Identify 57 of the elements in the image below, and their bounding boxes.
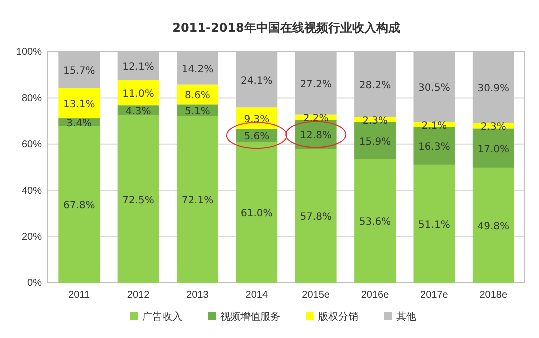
legend-label: 版权分销 <box>318 311 358 323</box>
data-label: 17.0% <box>478 144 510 156</box>
data-label: 49.8% <box>478 221 510 232</box>
x-tick-label: 2016e <box>361 290 390 302</box>
bar <box>58 126 100 283</box>
data-label: 3.4% <box>66 118 92 130</box>
data-label: 72.1% <box>182 196 214 207</box>
data-label: 12.1% <box>122 62 154 74</box>
x-tick-label: 2013 <box>186 290 210 302</box>
bar <box>295 149 337 283</box>
data-label: 53.6% <box>359 217 392 228</box>
bar <box>58 88 100 119</box>
data-label: 16.3% <box>418 142 450 154</box>
y-tick-label: 20% <box>22 232 42 243</box>
bar <box>236 142 278 283</box>
data-label: 67.8% <box>63 200 96 212</box>
legend-label: 其他 <box>396 311 416 323</box>
legend-label: 广告收入 <box>142 311 182 323</box>
data-label: 8.6% <box>185 90 210 102</box>
x-tick-label: 2014 <box>246 290 268 302</box>
data-label: 15.9% <box>359 136 392 148</box>
data-label: 5.6% <box>244 132 270 143</box>
bar <box>177 116 218 283</box>
data-label: 51.1% <box>418 220 450 231</box>
bar <box>414 164 456 283</box>
y-tick-label: 100% <box>16 47 42 58</box>
legend-label: 视频增值服务 <box>220 311 280 323</box>
x-tick-label: 2017e <box>420 290 449 302</box>
x-tick-label: 2015e <box>302 290 330 302</box>
data-label: 5.1% <box>185 106 210 118</box>
x-tick-label: 2012 <box>127 290 150 302</box>
y-tick-label: 40% <box>22 186 42 197</box>
data-label: 72.5% <box>122 195 154 206</box>
data-label: 28.2% <box>359 80 392 92</box>
data-label: 30.9% <box>478 84 510 95</box>
data-label: 12.8% <box>300 130 332 142</box>
data-label: 4.3% <box>126 106 152 118</box>
x-tick-label: 2011 <box>68 290 91 302</box>
data-label: 14.2% <box>182 64 214 76</box>
data-label: 13.1% <box>63 99 96 110</box>
bar <box>472 128 514 168</box>
data-label: 24.1% <box>241 76 273 87</box>
data-label: 61.0% <box>241 208 273 220</box>
data-label: 27.2% <box>300 79 332 90</box>
data-label: 15.7% <box>63 66 96 78</box>
bar <box>354 159 396 283</box>
y-tick-label: 0% <box>28 278 42 290</box>
bar <box>118 80 160 106</box>
data-label: 11.0% <box>122 88 154 100</box>
bar <box>472 168 514 283</box>
y-tick-label: 80% <box>22 93 42 104</box>
chart-title: 2011-2018年中国在线视频行业收入构成 <box>172 21 400 35</box>
data-label: 57.8% <box>300 212 332 224</box>
x-tick-label: 2018e <box>480 290 508 302</box>
data-label: 30.5% <box>418 83 450 94</box>
y-tick-label: 60% <box>22 140 42 151</box>
bar <box>118 116 160 283</box>
